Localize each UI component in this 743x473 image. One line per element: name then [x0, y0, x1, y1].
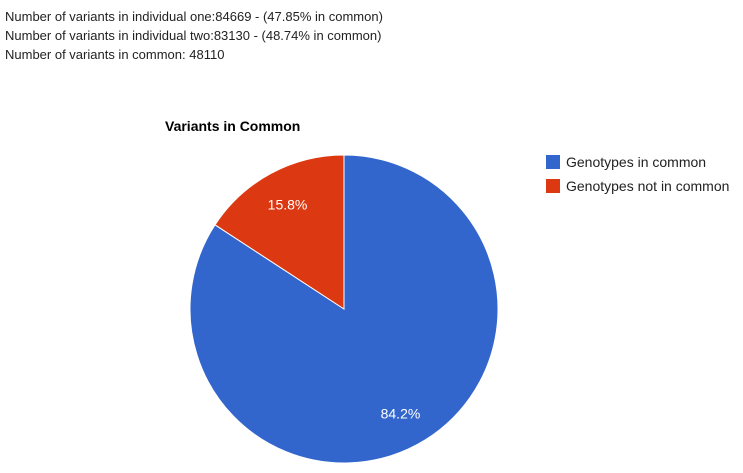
pie-slice-label: 84.2% — [381, 405, 421, 421]
legend-swatch — [546, 155, 560, 169]
individual-one-count-text: Number of variants in individual one:846… — [5, 9, 383, 24]
individual-two-count-text: Number of variants in individual two:831… — [5, 28, 382, 43]
chart-title: Variants in Common — [165, 118, 300, 134]
legend-label: Genotypes not in common — [566, 178, 729, 194]
pie-slice-labels: 84.2% 15.8% — [268, 197, 421, 422]
pie-slice-genotypes-not-in-common — [214, 154, 345, 310]
legend-label: Genotypes in common — [566, 154, 706, 170]
common-count-text: Number of variants in common: 48110 — [5, 47, 225, 62]
chart-legend: Genotypes in common Genotypes not in comm… — [546, 154, 729, 194]
legend-swatch — [546, 179, 560, 193]
pie-slice-label: 15.8% — [268, 197, 308, 213]
stats-text-block: Number of variants in individual one:846… — [5, 7, 383, 64]
pie-slices — [189, 154, 499, 464]
